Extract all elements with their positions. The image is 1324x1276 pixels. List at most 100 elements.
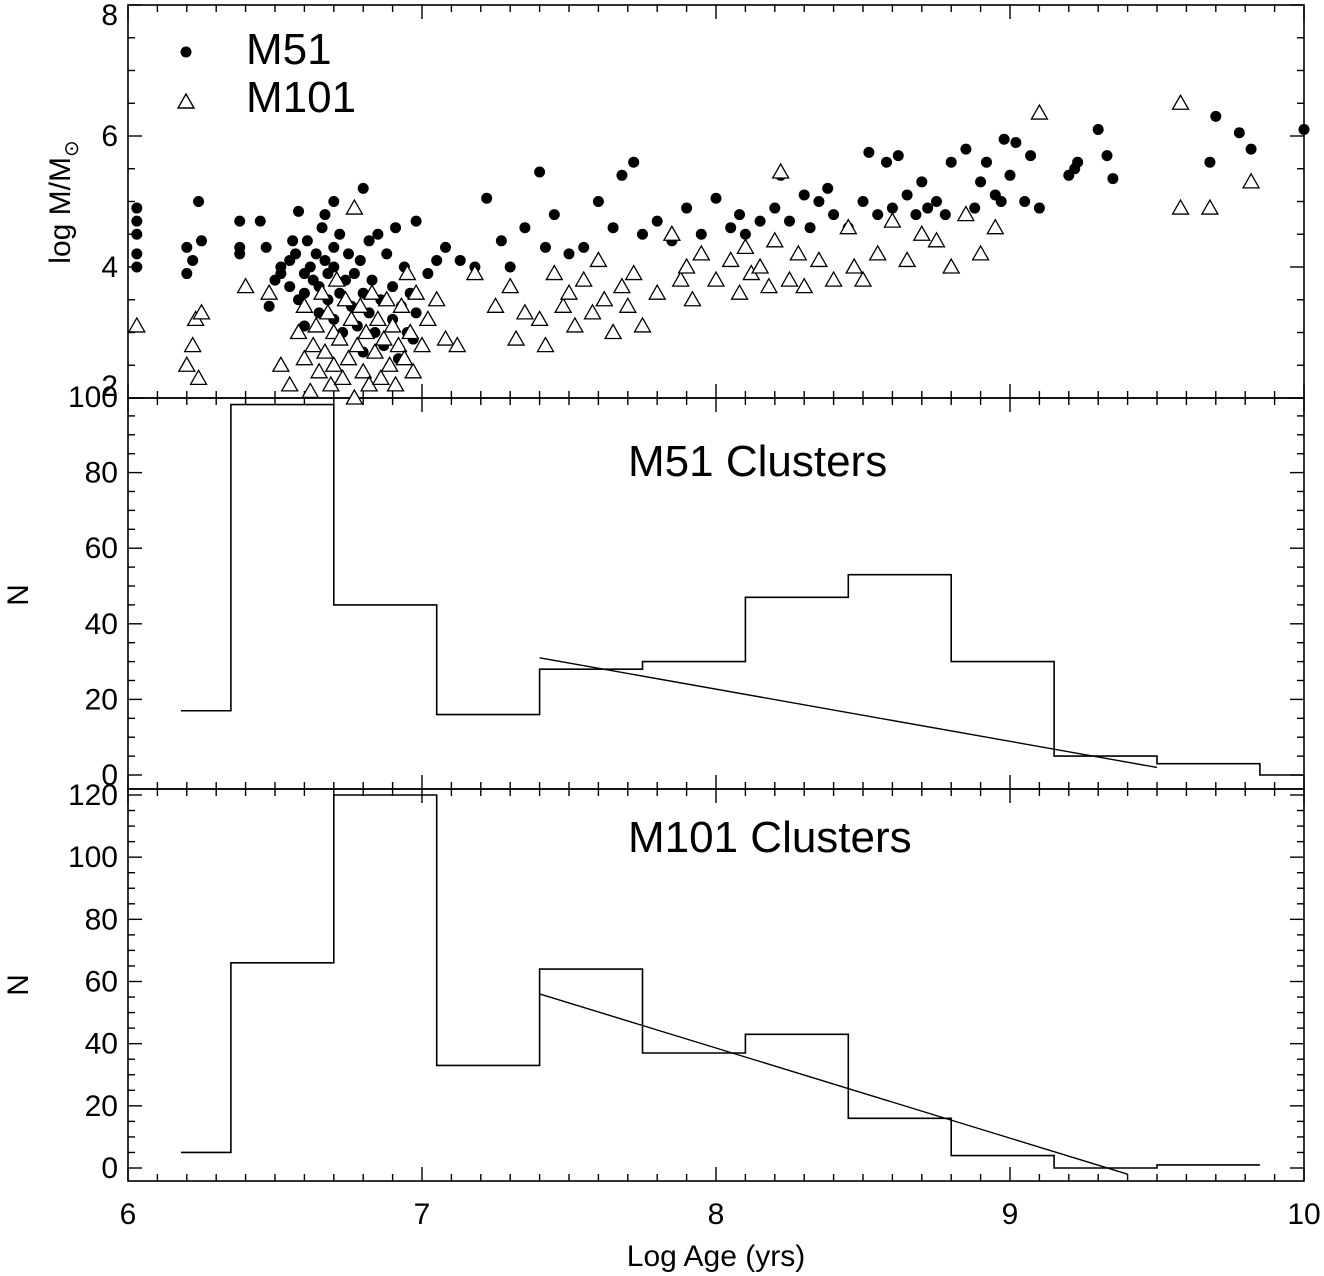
m101-point — [683, 290, 702, 307]
m101-point — [398, 264, 417, 281]
m101-point — [536, 336, 555, 353]
m51-point — [348, 268, 360, 280]
m51-point — [316, 222, 328, 234]
m101-point — [530, 310, 549, 327]
m51-point — [1101, 150, 1113, 162]
m101-point — [986, 218, 1005, 235]
y-tick-label: 20 — [85, 683, 118, 716]
m51-point — [410, 307, 422, 319]
m101-point — [448, 336, 467, 353]
x-tick-label: 10 — [1287, 1198, 1320, 1231]
m51-point — [284, 281, 296, 293]
m51-point — [534, 166, 546, 178]
m101-point — [677, 257, 696, 274]
y-tick-label: 100 — [68, 381, 118, 414]
m51-point — [804, 222, 816, 234]
y-tick-label: 80 — [85, 457, 118, 490]
m101-point — [418, 310, 438, 327]
m101-point — [789, 244, 808, 261]
m51-point — [651, 215, 663, 227]
m101-point — [295, 296, 314, 313]
m51-point — [390, 222, 402, 234]
m101-point — [736, 238, 755, 255]
m101-point — [942, 257, 961, 274]
m101-point — [574, 270, 593, 287]
m51-point — [366, 274, 378, 286]
m101-point — [309, 362, 329, 379]
m51-point — [995, 196, 1007, 207]
m101-point — [374, 329, 393, 346]
m51-point — [422, 268, 434, 280]
m51-point — [319, 209, 331, 221]
m101-point — [506, 329, 526, 346]
m51-point — [234, 215, 246, 227]
scatter-y-axis-label: log M/M⊙ — [44, 140, 83, 263]
scatter-plot — [127, 93, 1310, 405]
m101-y-axis-label: N — [2, 974, 35, 996]
m51-point — [381, 248, 393, 260]
m101-point — [189, 369, 208, 386]
m101-point — [771, 162, 790, 179]
m101-point — [553, 296, 573, 313]
m51-point — [131, 228, 143, 240]
m101-point — [465, 264, 485, 281]
m101-point — [759, 277, 779, 294]
m51-point — [260, 241, 272, 253]
m51-point — [328, 196, 340, 207]
m101-point — [368, 310, 388, 327]
m51-point — [548, 209, 560, 221]
m51-point — [254, 215, 266, 227]
m51-point — [1233, 127, 1245, 139]
m101-point — [853, 270, 873, 287]
m51-point — [975, 176, 987, 188]
m101-point — [730, 283, 749, 300]
m101-point — [295, 349, 314, 366]
m51-point — [328, 261, 340, 273]
m51-point — [637, 228, 648, 240]
m51-histogram-steps — [180, 403, 1304, 776]
m101-point — [912, 224, 931, 241]
m51-point — [1204, 156, 1216, 168]
m51-point — [310, 248, 322, 260]
m51-point — [263, 300, 275, 312]
m101-point — [427, 290, 446, 307]
m101-point — [648, 283, 667, 300]
m51-point — [578, 241, 590, 253]
m51-point — [181, 268, 193, 280]
m101-point — [545, 264, 564, 281]
m51-point — [980, 156, 992, 168]
m51-point — [293, 205, 305, 217]
m51-point — [290, 248, 302, 260]
m101-point — [177, 355, 196, 372]
m51-point — [725, 222, 737, 234]
m51-point — [1072, 156, 1084, 168]
m51-point — [784, 215, 795, 227]
m51-point — [969, 202, 981, 214]
m101-point — [377, 290, 396, 307]
m51-point — [495, 235, 507, 247]
y-tick-label: 6 — [101, 120, 118, 153]
y-tick-label: 2 — [101, 370, 118, 403]
m101-point — [765, 231, 784, 248]
m101-point — [389, 336, 408, 353]
m51-point — [363, 235, 375, 247]
m101-point — [662, 224, 682, 241]
legend-m51-marker — [180, 46, 192, 58]
m101-point — [404, 362, 423, 379]
m101-point — [721, 251, 740, 268]
m101-point — [280, 375, 299, 392]
m101-point — [318, 303, 338, 320]
m101-point — [883, 211, 902, 228]
x-axis-label: Log Age (yrs) — [627, 1240, 805, 1273]
m101-point — [559, 283, 579, 300]
m51-point — [939, 209, 951, 221]
m101-point — [750, 257, 770, 274]
m51-point — [454, 254, 466, 266]
m51-point — [607, 222, 619, 234]
m51-point — [343, 248, 354, 260]
m51-y-axis-label: N — [2, 584, 35, 606]
m51-point — [592, 196, 604, 207]
m101-point — [824, 270, 843, 287]
m101-point — [371, 369, 390, 386]
m101-point — [333, 369, 352, 386]
